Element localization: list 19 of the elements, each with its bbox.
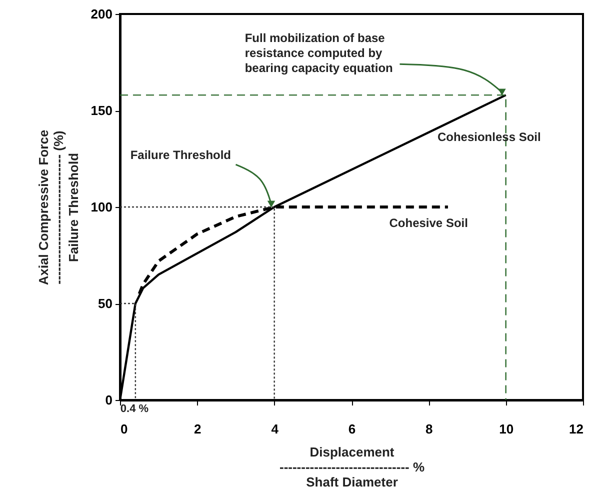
x-tick-label: 4 [271, 422, 280, 436]
x-tick-label: 0 [120, 422, 128, 436]
y-tick-label: 150 [90, 103, 112, 118]
y-tick-label: 0 [105, 392, 112, 408]
y-axis-title: Axial Compressive Force ------------------------------ (%) Failure Threshold [36, 130, 81, 286]
annotation: 0.4 % [120, 403, 149, 415]
x-tick-label: 6 [348, 422, 356, 436]
y-tick-label: 100 [90, 200, 112, 214]
annotation: Failure Threshold [130, 148, 232, 162]
x-tick-label: 10 [499, 422, 514, 436]
series-label: Cohesive Soil [389, 216, 468, 230]
x-tick-label: 2 [194, 422, 202, 436]
annotation: Full mobilization of base resistance computed by bearing capacity equation [244, 31, 393, 76]
x-tick-label: 12 [569, 422, 584, 436]
x-axis-title: Displacement ------------------------------ % Shaft Diameter [279, 444, 425, 490]
series-label: Cohesionless Soil [437, 130, 541, 144]
x-tick-label: 8 [426, 422, 433, 436]
y-tick-label: 200 [90, 6, 112, 22]
y-tick-label: 50 [98, 296, 112, 311]
